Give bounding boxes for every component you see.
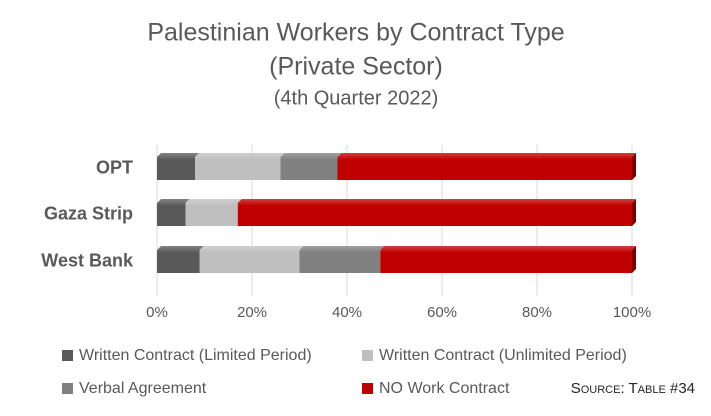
legend-swatch — [362, 383, 373, 394]
bar-end — [632, 153, 636, 180]
bar-segment — [195, 153, 285, 180]
legend-swatch — [362, 350, 373, 361]
x-tick-label: 60% — [427, 304, 457, 321]
bar-segment — [157, 153, 199, 180]
x-tick-label: 100% — [613, 304, 651, 321]
bar-segment — [299, 246, 385, 273]
legend-label: Written Contract (Unlimited Period) — [379, 347, 627, 364]
legend-label: Verbal Agreement — [79, 380, 207, 397]
chart-title: (Private Sector) — [269, 53, 443, 81]
bar-segment — [237, 199, 636, 226]
y-tick-label: West Bank — [41, 250, 134, 270]
x-tick-label: 20% — [237, 304, 267, 321]
x-tick-label: 0% — [146, 304, 168, 321]
legend-label: NO Work Contract — [379, 380, 510, 397]
legend-swatch — [62, 383, 73, 394]
bar-segment — [157, 199, 190, 226]
legend-swatch — [62, 350, 73, 361]
source-note: Source: Table #34 — [571, 380, 695, 397]
bar-segment — [185, 199, 242, 226]
bar-end — [632, 199, 636, 226]
bar-segment — [199, 246, 304, 273]
legend-label: Written Contract (Limited Period) — [79, 347, 312, 364]
bar-segment — [280, 153, 342, 180]
bar-end — [632, 246, 636, 273]
bar-segment — [157, 246, 204, 273]
bar-segment — [380, 246, 636, 273]
x-tick-label: 40% — [332, 304, 362, 321]
chart-subtitle: (4th Quarter 2022) — [274, 87, 439, 109]
chart-title: Palestinian Workers by Contract Type — [147, 19, 564, 47]
x-tick-label: 80% — [522, 304, 552, 321]
y-tick-label: Gaza Strip — [44, 203, 133, 223]
bar-segment — [337, 153, 636, 180]
y-tick-label: OPT — [96, 157, 133, 177]
